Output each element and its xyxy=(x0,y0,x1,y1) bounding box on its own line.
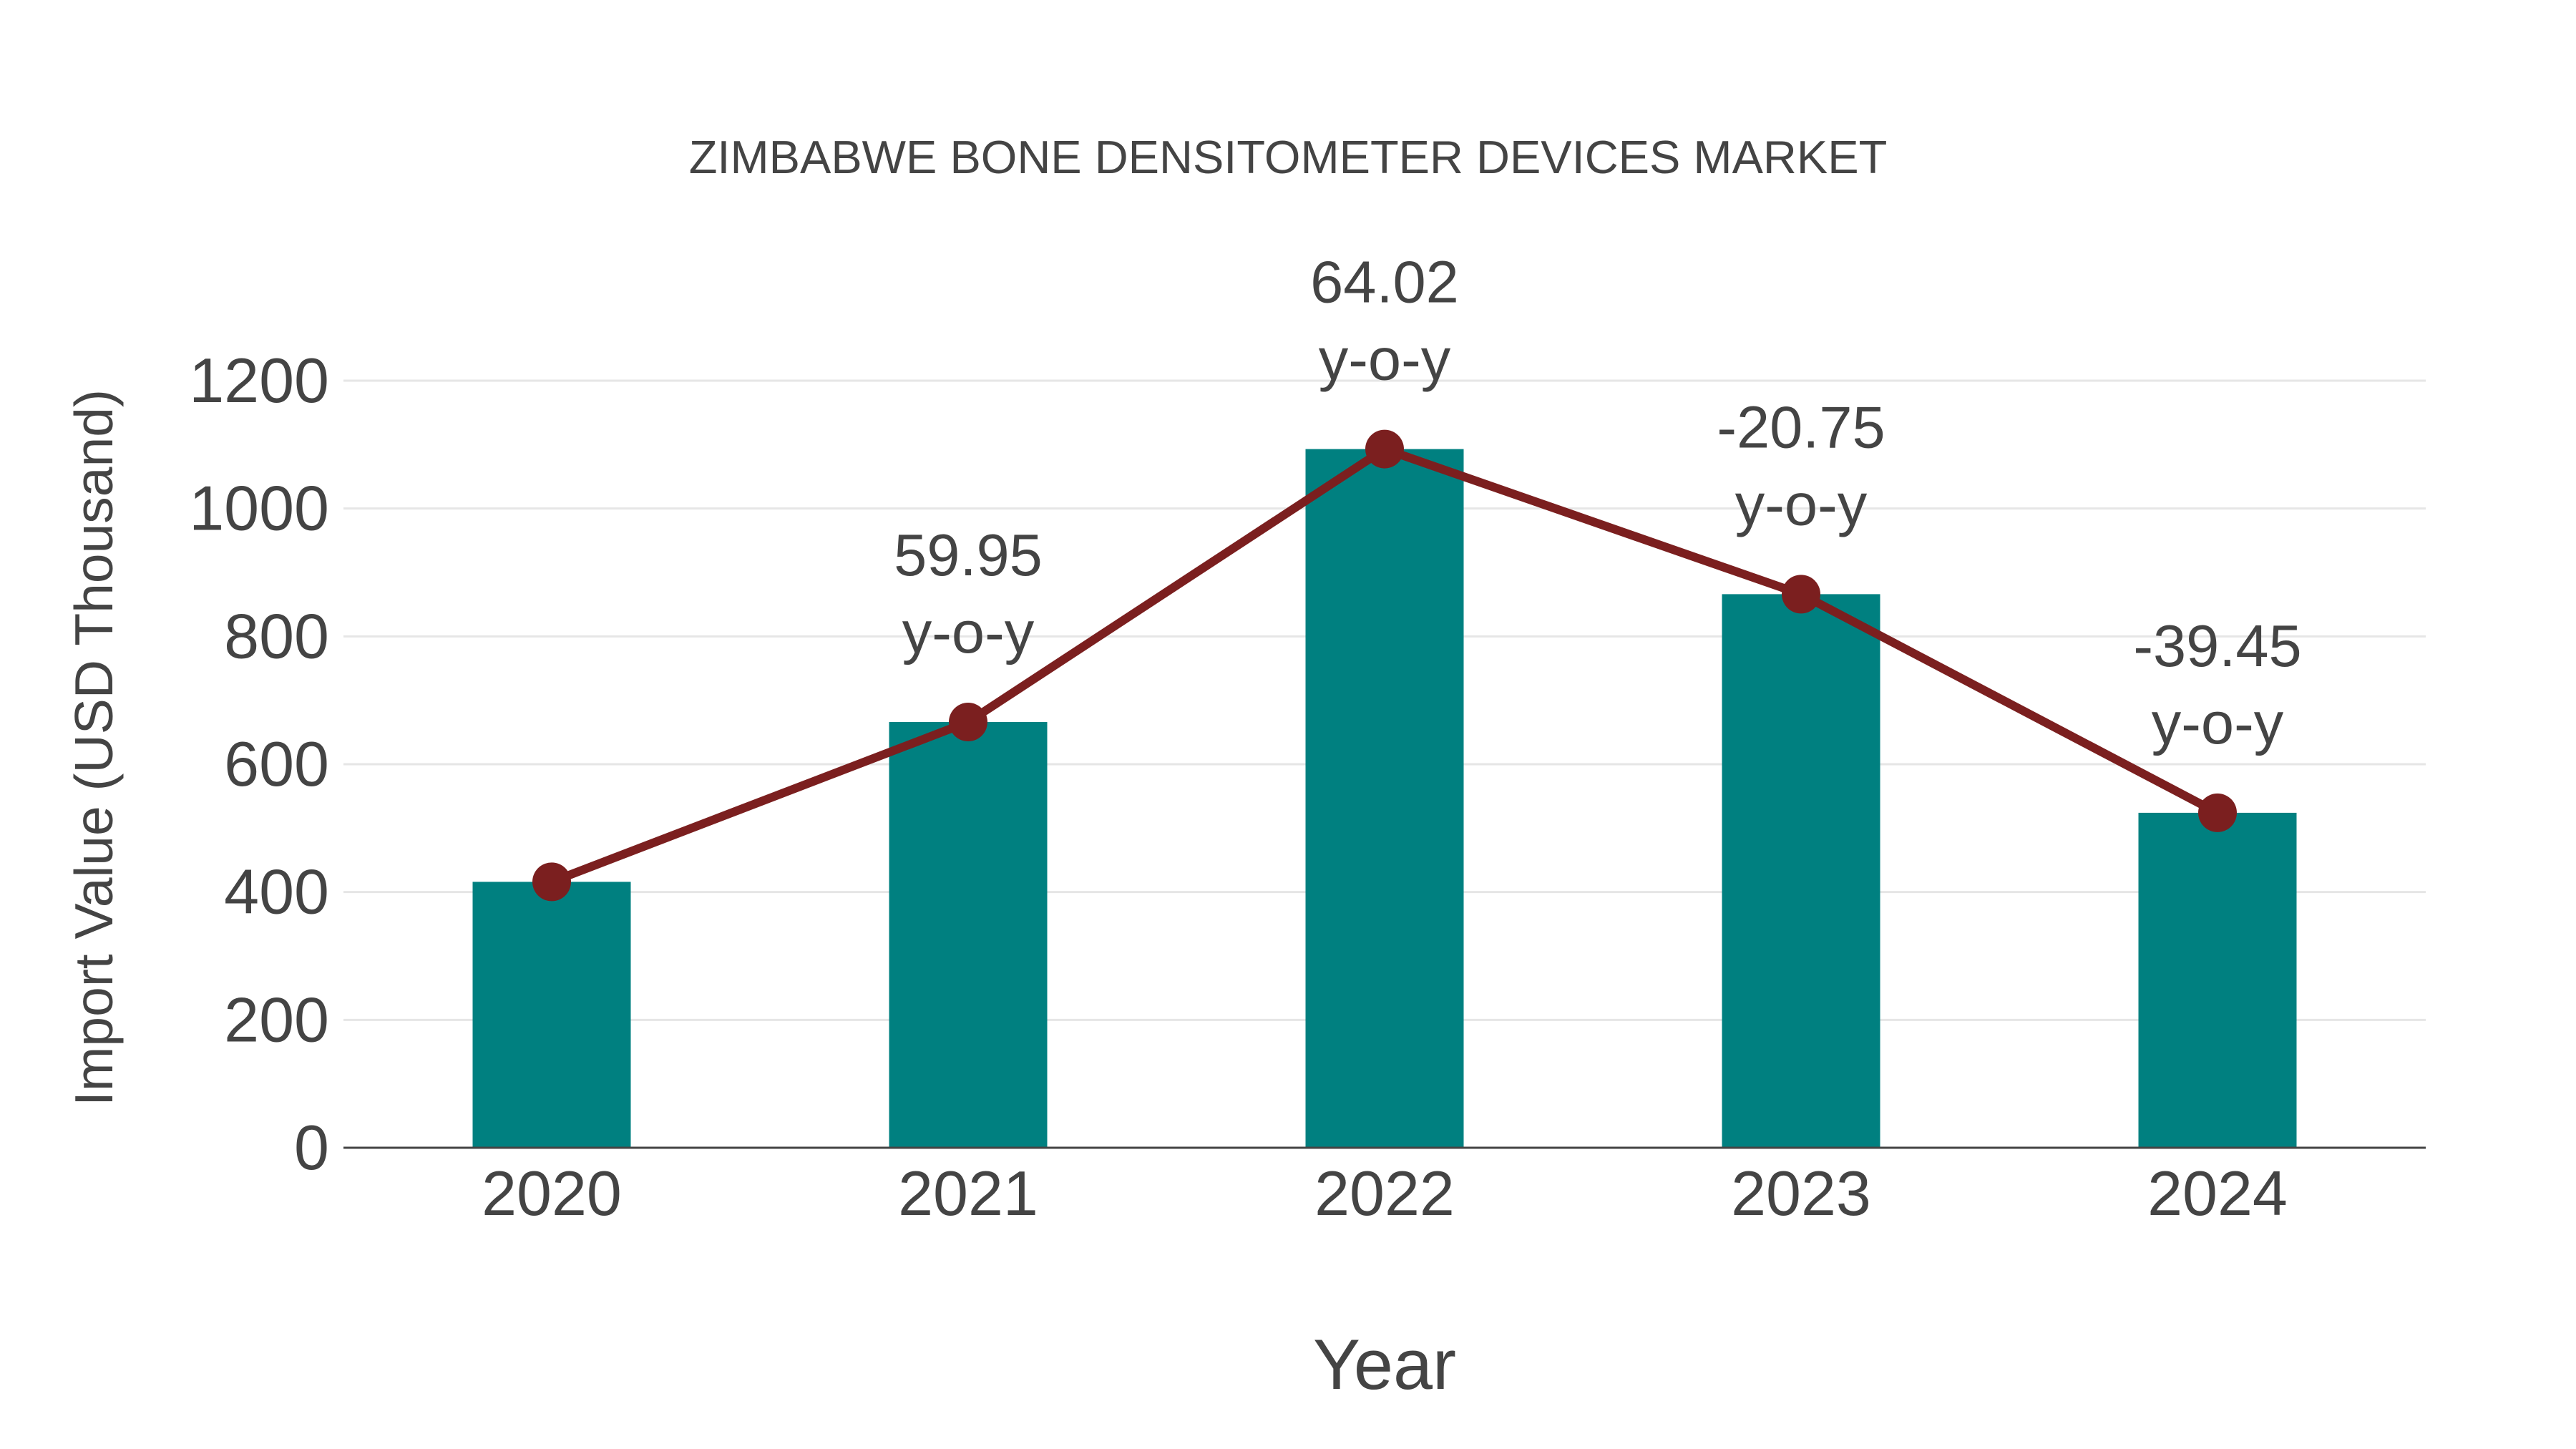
trend-marker xyxy=(1365,429,1404,469)
yoy-suffix: y-o-y xyxy=(1319,326,1451,393)
x-tick-label: 2022 xyxy=(1314,1158,1455,1229)
trend-marker xyxy=(532,862,571,902)
x-tick-label: 2023 xyxy=(1731,1158,1871,1229)
trend-marker xyxy=(949,703,987,742)
x-tick-label: 2020 xyxy=(482,1158,622,1229)
trend-marker xyxy=(2198,793,2237,832)
bar-2021 xyxy=(889,722,1048,1148)
y-tick-label: 800 xyxy=(224,600,329,671)
y-tick-label: 200 xyxy=(224,984,329,1055)
yoy-suffix: y-o-y xyxy=(902,599,1035,665)
yoy-annotations: 59.95 y-o-y 64.02 y-o-y -20.75 y-o-y -39.45 y-o… xyxy=(894,249,2302,756)
y-tick-label: 400 xyxy=(224,857,329,927)
bar-2022 xyxy=(1305,449,1464,1148)
yoy-annotation: 64.02 y-o-y xyxy=(1310,249,1459,393)
chart-title: ZIMBABWE BONE DENSITOMETER DEVICES MARKE… xyxy=(688,131,1888,183)
y-tick-label: 1000 xyxy=(189,473,329,544)
y-tick-label: 600 xyxy=(224,728,329,799)
bar-series xyxy=(472,449,2297,1148)
yoy-value: 59.95 xyxy=(894,522,1043,588)
yoy-value: -39.45 xyxy=(2133,613,2301,679)
yoy-annotation: 59.95 y-o-y xyxy=(894,522,1043,665)
x-axis-label: Year xyxy=(1312,1324,1457,1404)
yoy-suffix: y-o-y xyxy=(2152,690,2284,756)
y-tick-label: 1200 xyxy=(189,345,329,416)
x-tick-label: 2021 xyxy=(898,1158,1038,1229)
trend-line-series xyxy=(532,429,2237,902)
y-tick-label: 0 xyxy=(294,1112,329,1183)
x-tick-label: 2024 xyxy=(2147,1158,2288,1229)
yoy-value: -20.75 xyxy=(1717,394,1885,460)
bar-2024 xyxy=(2138,812,2297,1148)
y-axis-ticks: 0 200 400 600 800 1000 1200 xyxy=(189,345,329,1183)
trend-marker xyxy=(1782,575,1820,614)
bar-2023 xyxy=(1722,594,1880,1148)
yoy-annotation: -20.75 y-o-y xyxy=(1717,394,1885,537)
bar-2020 xyxy=(472,882,631,1148)
yoy-value: 64.02 xyxy=(1310,249,1459,316)
x-axis-ticks: 2020 2021 2022 2023 2024 xyxy=(482,1158,2288,1229)
yoy-annotation: -39.45 y-o-y xyxy=(2133,613,2301,756)
yoy-suffix: y-o-y xyxy=(1735,471,1868,537)
